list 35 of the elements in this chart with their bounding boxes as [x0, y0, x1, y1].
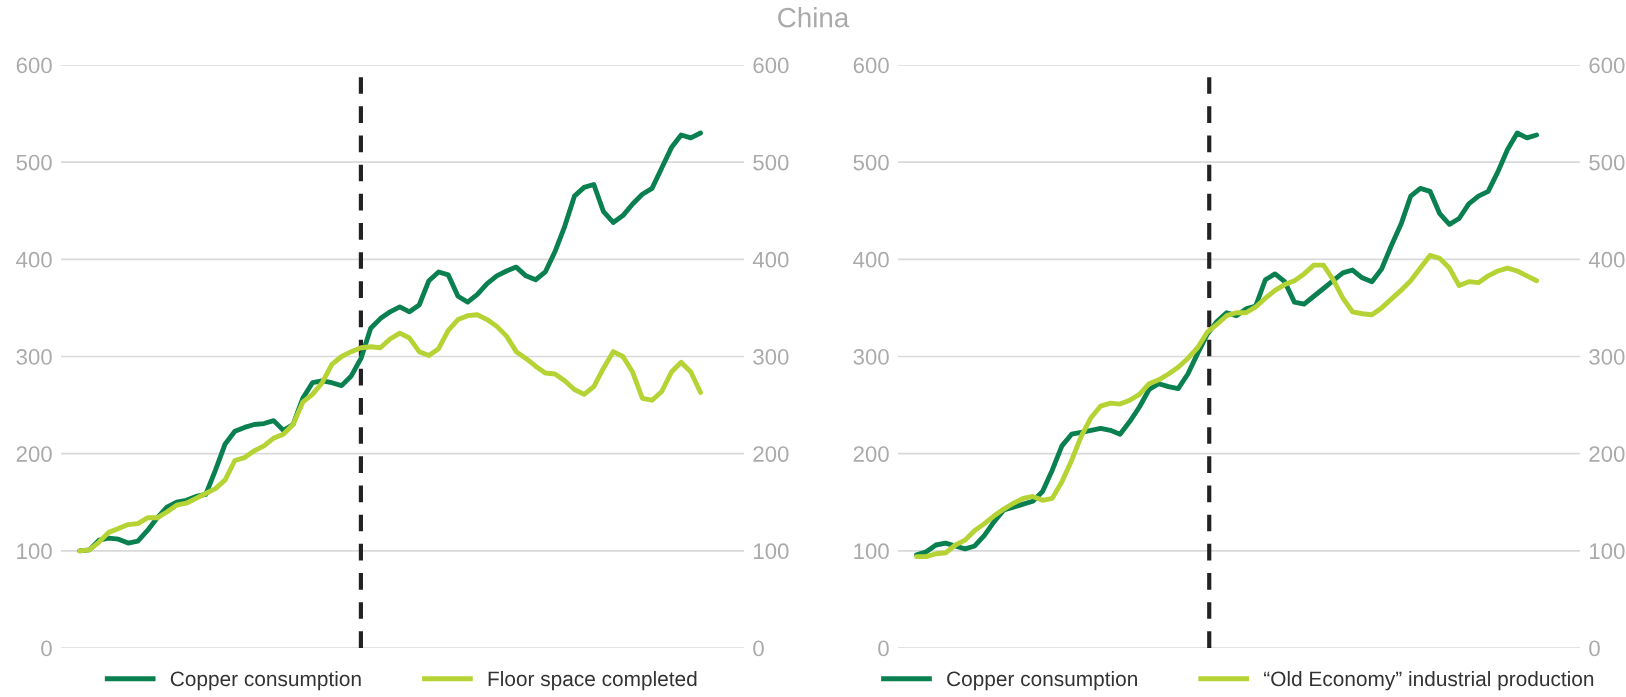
y2-tick-label: 100 [1590, 543, 1625, 560]
y-tick-label: 400 [853, 251, 889, 268]
y2-tick-label: 200 [753, 446, 789, 462]
y-tick-label: 200 [16, 446, 52, 462]
y-tick-label: 400 [16, 251, 52, 268]
legend-label: Copper consumption [170, 670, 361, 691]
y2-tick-label: 500 [753, 154, 789, 171]
legend-label: “Old Economy” industrial production [1264, 670, 1594, 691]
y-tick-label: 600 [853, 57, 889, 74]
legend-label: Floor space completed [488, 670, 697, 691]
y2-tick-label: 400 [752, 251, 789, 268]
y2-tick-label: 400 [1588, 251, 1625, 268]
legend-label: Copper consumption [947, 670, 1137, 691]
line-series [77, 312, 703, 554]
y-tick-label: 300 [853, 349, 889, 365]
y-tick-label: 100 [17, 543, 52, 560]
y2-tick-label: 200 [1589, 446, 1625, 462]
y-tick-label: 300 [16, 349, 52, 365]
y2-tick-label: 300 [1589, 349, 1625, 365]
y-tick-label: 500 [16, 154, 52, 171]
y-tick-label: 0 [41, 640, 52, 657]
y-tick-label: 0 [878, 640, 889, 657]
y-tick-label: 200 [853, 446, 889, 462]
y2-tick-label: 600 [753, 57, 789, 74]
text: China [778, 7, 850, 28]
y2-tick-label: 0 [753, 640, 764, 657]
y-tick-label: 100 [854, 543, 889, 560]
y-tick-label: 600 [16, 57, 52, 74]
y2-tick-label: 500 [1589, 154, 1625, 171]
y2-tick-label: 100 [754, 543, 789, 560]
line-series [914, 253, 1540, 560]
y2-tick-label: 300 [753, 349, 789, 365]
y2-tick-label: 0 [1589, 640, 1600, 657]
y-tick-label: 500 [853, 154, 889, 171]
y2-tick-label: 600 [1589, 57, 1625, 74]
